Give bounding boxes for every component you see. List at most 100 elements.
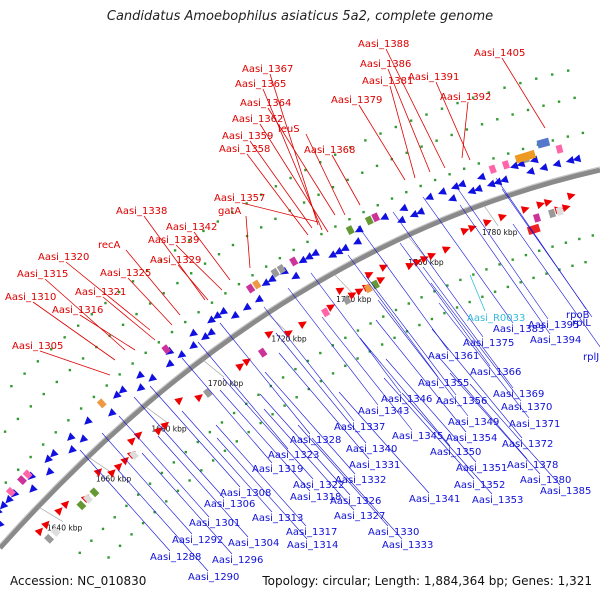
- gene-block: [532, 213, 542, 223]
- gene-label-aasi-1341: Aasi_1341: [409, 494, 460, 505]
- gene-label-aasi-1386: Aasi_1386: [360, 59, 411, 70]
- gene-label-aasi-1378: Aasi_1378: [507, 460, 558, 471]
- gene-label-aasi-1320: Aasi_1320: [38, 252, 89, 263]
- gene-arrow: [107, 469, 116, 478]
- gene-arrow: [0, 509, 3, 514]
- gene-arrow: [565, 155, 575, 164]
- gene-label-aasi-1325: Aasi_1325: [100, 268, 151, 279]
- gene-block: [501, 160, 511, 170]
- gene-label-aasi-1304: Aasi_1304: [228, 538, 279, 549]
- gene-arrow: [126, 437, 136, 446]
- gene-arrow: [84, 416, 93, 425]
- gene-arrow: [419, 256, 429, 264]
- gene-arrow: [380, 212, 390, 220]
- gene-label-aasi-1323: Aasi_1323: [268, 450, 319, 461]
- gene-block: [50, 527, 61, 537]
- gene-arrow: [219, 306, 229, 315]
- gene-label-aasi-1388: Aasi_1388: [358, 39, 409, 50]
- gene-label-aasi-1321: Aasi_1321: [75, 287, 126, 298]
- scale-label-3: 1700 kbp: [208, 379, 244, 388]
- gene-block: [96, 398, 107, 409]
- gene-block: [342, 295, 352, 306]
- gene-arrow: [499, 175, 509, 183]
- gene-arrow: [412, 259, 422, 267]
- gene-label-aasi-1352: Aasi_1352: [454, 480, 505, 491]
- scale-label-1: 1660 kbp: [96, 475, 132, 484]
- gene-arrow: [437, 187, 447, 195]
- gene-label-aasi-1342: Aasi_1342: [166, 222, 217, 233]
- scale-label-2: 1680 kbp: [151, 425, 187, 434]
- gene-label-aasi-1337: Aasi_1337: [334, 422, 385, 433]
- gene-arrow: [539, 163, 549, 171]
- accession-text: Accession: NC_010830: [10, 574, 147, 588]
- gene-label-aasi-1350: Aasi_1350: [430, 447, 481, 458]
- gene-block: [555, 206, 564, 216]
- gene-label-aasi-1353: Aasi_1353: [472, 495, 523, 506]
- gene-arrow: [267, 274, 277, 283]
- gene-label-aasi-1395: Aasi_1395: [528, 320, 579, 331]
- gene-arrow: [44, 454, 53, 463]
- gene-arrow: [498, 213, 507, 222]
- gene-block: [89, 487, 100, 498]
- gene-arrow: [297, 321, 307, 329]
- gene-arrow: [136, 370, 145, 379]
- gene-arrow: [79, 434, 89, 443]
- gene-arrow: [60, 500, 70, 510]
- gene-label-aasi-1394: Aasi_1394: [530, 335, 581, 346]
- gene-block: [270, 267, 280, 278]
- gene-features: [0, 137, 582, 544]
- gene-label-aasi-1330: Aasi_1330: [368, 527, 419, 538]
- gene-arrow: [572, 154, 582, 163]
- gene-arrow: [354, 288, 364, 296]
- gene-arrow: [467, 186, 477, 195]
- gene-label-aasi-1322: Aasi_1322: [293, 480, 344, 491]
- gene-arrow: [194, 394, 203, 403]
- gene-arrow: [486, 179, 496, 188]
- scale-label-7: 1780 kbp: [482, 228, 518, 237]
- gene-arrow: [450, 182, 460, 190]
- map-title: Candidatus Amoebophilus asiaticus 5a2, c…: [106, 9, 494, 24]
- gene-label-reca: recA: [98, 240, 121, 251]
- gene-arrow: [41, 520, 50, 530]
- gene-arrow: [54, 507, 63, 516]
- gene-block: [371, 212, 381, 223]
- gene-arrow: [405, 262, 415, 271]
- gene-label-aasi-1351: Aasi_1351: [456, 463, 507, 474]
- gene-arrow: [416, 207, 426, 215]
- gene-block: [5, 486, 16, 497]
- gene-label-rpll: rplL: [572, 318, 591, 329]
- gene-block: [245, 283, 256, 294]
- gene-arrow: [160, 421, 170, 430]
- gene-label-aasi-1405: Aasi_1405: [474, 48, 525, 59]
- gene-label-aasi-1343: Aasi_1343: [358, 406, 409, 417]
- gene-block: [345, 225, 355, 236]
- gene-block: [363, 283, 373, 294]
- scale-label-0: 1640 kbp: [47, 524, 83, 533]
- gene-label-aasi-1392: Aasi_1392: [440, 92, 491, 103]
- gene-arrow: [120, 456, 129, 466]
- gene-label-aasi-1356: Aasi_1356: [436, 396, 487, 407]
- gene-block: [161, 344, 172, 355]
- gene-block: [22, 469, 33, 480]
- gene-arrow: [482, 219, 492, 227]
- gene-arrow: [304, 252, 314, 260]
- gene-label-gata: gatA: [218, 206, 241, 217]
- gene-block: [276, 263, 287, 274]
- gene-arrow: [529, 155, 539, 164]
- gene-arrow: [68, 445, 77, 454]
- gene-arrow: [153, 427, 163, 436]
- gene-arrow: [379, 264, 388, 272]
- gene-label-aasi-1316: Aasi_1316: [52, 305, 103, 316]
- gene-label-aasi-1333: Aasi_1333: [382, 540, 433, 551]
- gene-arrow: [29, 484, 38, 493]
- gene-block: [370, 279, 380, 290]
- gene-arrow: [213, 311, 222, 319]
- gene-label-aasi-1296: Aasi_1296: [212, 555, 263, 566]
- gene-label-aasi-1314: Aasi_1314: [287, 540, 338, 551]
- gene-label-aasi-1346: Aasi_1346: [381, 394, 432, 405]
- gene-label-aasi-1371: Aasi_1371: [509, 419, 560, 430]
- gene-arrow: [409, 209, 419, 218]
- label-leader-lines: [32, 48, 600, 572]
